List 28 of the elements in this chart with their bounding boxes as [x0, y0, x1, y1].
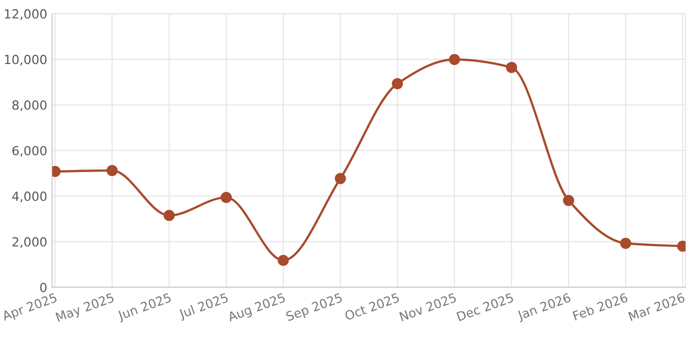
x-tick-label: May 2025 [55, 292, 116, 324]
x-tick-label: Feb 2026 [572, 292, 628, 321]
point [620, 238, 632, 249]
point [106, 164, 118, 176]
point [506, 62, 518, 74]
y-tick-label: 0 [40, 282, 47, 292]
y-tick-label: 10,000 [4, 54, 47, 66]
y-tick-label: 12,000 [4, 9, 47, 20]
x-tick-label: Dec 2025 [456, 292, 514, 322]
y-tick-label: 4,000 [12, 192, 47, 202]
x-tick-label: Mar 2026 [628, 292, 686, 322]
x-tick-label: Nov 2025 [399, 292, 457, 322]
point [392, 78, 403, 90]
point [220, 192, 232, 204]
point [563, 194, 574, 206]
y-tick-label: 8,000 [12, 100, 47, 112]
point [448, 54, 460, 66]
point [334, 172, 346, 184]
x-tick-label: Jan 2026 [516, 292, 572, 322]
point [164, 210, 175, 222]
x-tick-label: Aug 2025 [226, 292, 286, 324]
x-tick-label: Sep 2025 [285, 292, 344, 324]
y-tick-label: 6,000 [12, 146, 47, 157]
x-tick-label: Jul 2025 [178, 292, 230, 322]
x-tick-label: Oct 2025 [344, 292, 400, 321]
y-tick-label: 2,000 [12, 237, 47, 248]
point [278, 254, 289, 266]
x-tick-label: Jun 2025 [116, 292, 172, 323]
